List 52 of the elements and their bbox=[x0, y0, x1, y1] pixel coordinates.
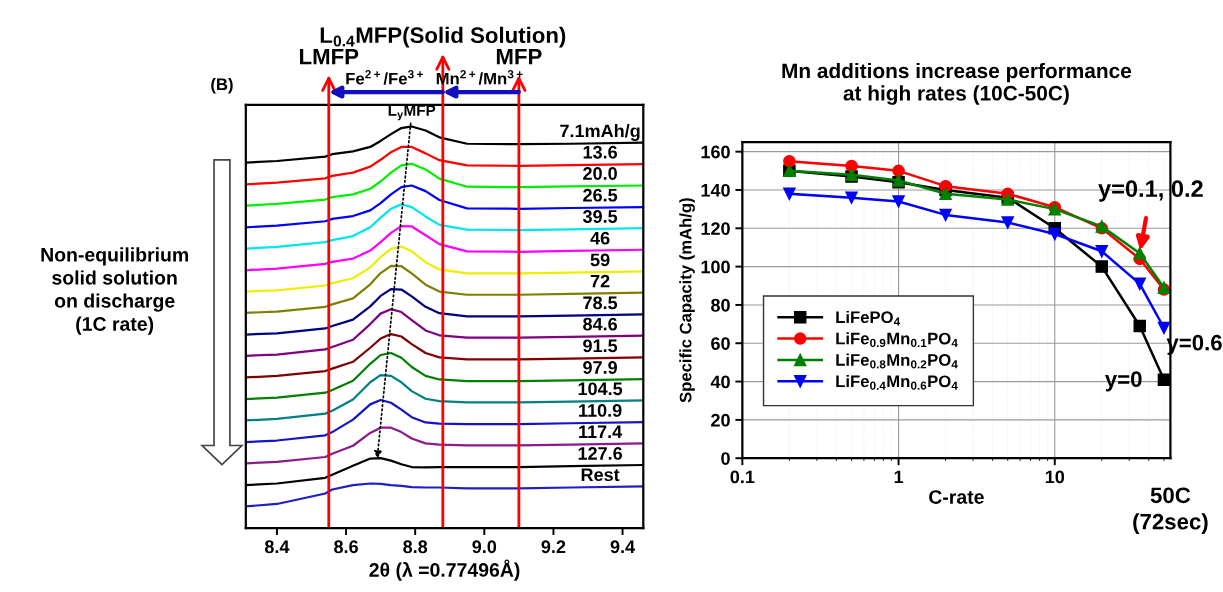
series-label: 97.9 bbox=[583, 361, 617, 374]
y-tick-label: 80 bbox=[711, 298, 730, 312]
y-tick-label: 40 bbox=[710, 375, 730, 389]
text: Non-equilibrium solid solution on discharge (1C rate) bbox=[41, 247, 188, 335]
series-label: 110.9 bbox=[579, 404, 622, 417]
x-axis-title: C-rate bbox=[929, 490, 984, 504]
series-label: 39.5 bbox=[582, 210, 618, 223]
series-label: 7.1mAh/g bbox=[560, 124, 640, 141]
x-tick-label: 1 bbox=[894, 470, 904, 484]
ref-line-label: MFP bbox=[496, 48, 542, 65]
series-label: 78.5 bbox=[583, 296, 618, 310]
x-tick-label: 8.6 bbox=[334, 540, 358, 554]
text: 50C (72sec) bbox=[1133, 487, 1208, 534]
y-tick-label: 140 bbox=[701, 183, 730, 197]
x-tick-label: 9.4 bbox=[610, 540, 636, 554]
series-label: 46 bbox=[590, 231, 610, 245]
series-label: 26.5 bbox=[583, 188, 618, 202]
y-tick-label: 100 bbox=[701, 260, 730, 274]
y-tick-label: 60 bbox=[711, 337, 730, 350]
series-label: 72 bbox=[590, 274, 610, 288]
text: (B) bbox=[211, 77, 233, 94]
series-label: 20.0 bbox=[583, 167, 617, 180]
text: Fe$^{2+}$/Fe$^{3+}$ bbox=[346, 70, 423, 85]
series-label: 104.5 bbox=[578, 382, 623, 396]
series-label: 84.6 bbox=[583, 317, 618, 331]
series-label: 91.5 bbox=[583, 339, 618, 353]
series-label: 127.6 bbox=[578, 447, 623, 460]
x-tick-label: 8.8 bbox=[403, 540, 428, 554]
y-tick-label: 20 bbox=[711, 413, 730, 427]
ref-line-label: LMFP bbox=[300, 48, 359, 65]
series-label: Rest bbox=[581, 468, 620, 482]
y-axis-title: Specific Capacity (mAh/g) bbox=[679, 198, 695, 403]
annotation: y=0.1, 0.2 bbox=[1098, 180, 1203, 202]
y-tick-label: 120 bbox=[701, 222, 730, 236]
x-axis-title: 2θ (λ =0.77496Å) bbox=[369, 559, 520, 581]
x-tick-label: 8.4 bbox=[264, 540, 290, 554]
legend-label: LiFe$_{0.8}$Mn$_{0.2}$PO$_{4}$ bbox=[836, 353, 958, 369]
x-tick-label: 9.0 bbox=[472, 540, 497, 554]
legend-label: LiFe$_{0.4}$Mn$_{0.6}$PO$_{4}$ bbox=[836, 374, 958, 390]
annotation: y=0 bbox=[1104, 371, 1142, 392]
y-tick-label: 160 bbox=[701, 145, 730, 159]
legend-label: LiFe$_{0.9}$Mn$_{0.1}$PO$_{4}$ bbox=[836, 332, 958, 348]
series-label: 59 bbox=[590, 253, 610, 267]
legend-label: LiFePO$_{4}$ bbox=[836, 310, 901, 326]
x-tick-label: 9.2 bbox=[541, 540, 566, 554]
chart-title: Mn additions increase performance at high rates (10C-50C) bbox=[782, 62, 1132, 105]
ref-line-label: L$_{0.4}$MFP(Solid Solution) bbox=[320, 26, 566, 48]
y-tick-label: 0 bbox=[721, 452, 730, 465]
series-label: 117.4 bbox=[579, 425, 623, 438]
series-label: 13.6 bbox=[583, 145, 618, 159]
x-tick-label: 10 bbox=[1045, 470, 1065, 484]
x-tick-label: 0.1 bbox=[730, 470, 755, 484]
